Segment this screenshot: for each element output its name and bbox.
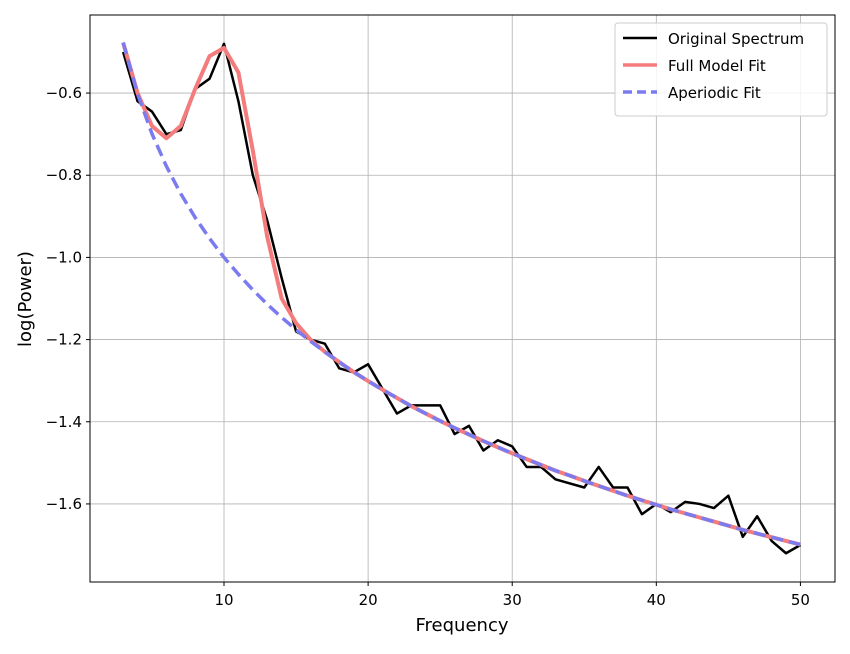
y-axis-label: log(Power) [15,251,36,347]
legend-box [614,22,828,117]
x-tick-label: 10 [214,591,233,609]
y-tick-label: −0.8 [46,166,82,184]
plot-frame [89,14,836,583]
y-tick-label: −1.6 [46,495,82,513]
x-axis-label: Frequency [416,615,509,636]
y-tick-label: −1.2 [46,331,82,349]
y-tick-label: −1.4 [46,413,82,431]
plot-lines [121,41,802,555]
x-tick-label: 50 [791,591,810,609]
series-line [121,42,801,547]
y-tick-label: −1.0 [46,248,82,266]
legend-label: Original Spectrum [668,30,804,48]
legend-label: Aperiodic Fit [668,84,761,102]
x-tick-label: 40 [647,591,666,609]
legend-label: Full Model Fit [668,57,766,75]
legend: Original Spectrum Full Model Fit Aperiodic… [614,22,828,117]
x-tick-label: 20 [359,591,378,609]
x-tick-label: 30 [503,591,522,609]
ticks: 10 20 30 40 50 −0.6 −0.8 −1.0 −1.2 −1.4 −1.6 [46,84,810,609]
grid [90,15,835,582]
y-tick-label: −0.6 [46,84,82,102]
